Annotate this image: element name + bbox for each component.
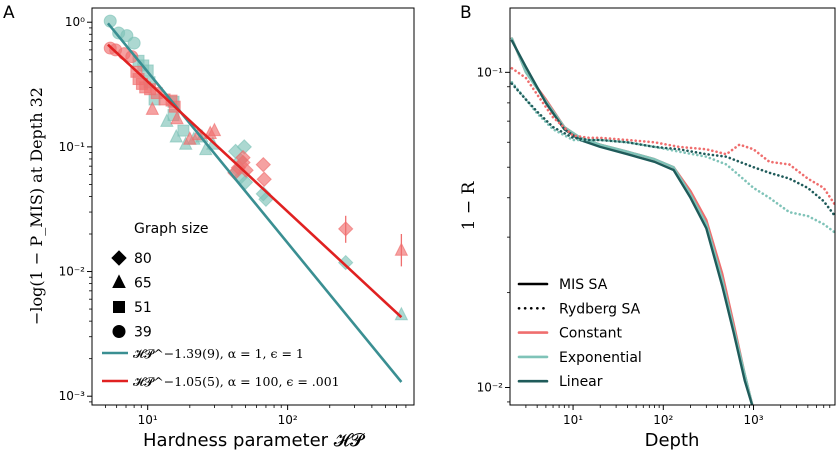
- size-legend-label: 51: [134, 300, 152, 316]
- size-legend-label: 39: [134, 325, 152, 341]
- y-tick-label: 10⁻²: [59, 265, 86, 279]
- data-point-triangle: [394, 242, 409, 256]
- panel-b-plot-area: [510, 37, 835, 405]
- legend-label: Rydberg SA: [559, 301, 641, 317]
- fit-legend-label: 𝓗𝓟^−1.39(9), α = 1, ϵ = 1: [133, 346, 304, 361]
- size-legend-label: 65: [134, 276, 152, 292]
- panel-a-ylabel: −log(1 − P_MIS) at Depth 32: [27, 87, 46, 325]
- panel-b-legend: MIS SA Rydberg SA Constant Exponential Linea…: [517, 277, 642, 390]
- series-line: [510, 82, 835, 218]
- x-tick-label: 10²: [653, 413, 673, 427]
- legend-label: MIS SA: [559, 277, 608, 293]
- data-point-diamond: [235, 149, 251, 166]
- data-point-triangle: [169, 128, 184, 143]
- series-line: [510, 81, 835, 234]
- fit-legend-label: 𝓗𝓟^−1.05(5), α = 100, ϵ = .001: [133, 374, 340, 389]
- data-point-triangle: [207, 122, 222, 137]
- y-tick-label: 10⁻³: [59, 389, 86, 403]
- x-tick-label: 10²: [278, 413, 298, 427]
- y-tick-label: 10⁻²: [477, 381, 504, 395]
- panel-b-xlabel: Depth: [645, 430, 700, 451]
- y-tick-label: 10⁻¹: [477, 65, 504, 79]
- series-line: [510, 67, 835, 207]
- data-point-circle: [112, 325, 126, 338]
- panel-b-label: B: [460, 3, 472, 23]
- fit-line: [107, 43, 403, 319]
- legend-title: Graph size: [134, 221, 209, 237]
- panel-a-ticks: 10¹ 10² 10⁰ 10⁻¹ 10⁻² 10⁻³: [59, 15, 407, 427]
- data-point-diamond: [337, 221, 354, 237]
- data-point-triangle: [170, 110, 184, 125]
- data-point-diamond: [256, 171, 272, 187]
- data-point-diamond: [111, 250, 127, 266]
- fit-legend: 𝓗𝓟^−1.39(9), α = 1, ϵ = 1 𝓗𝓟^−1.05(5), α …: [102, 346, 340, 389]
- legend-label: Exponential: [559, 350, 642, 366]
- panel-a: A 10¹ 10² 10⁰ 10⁻¹ 10⁻² 10⁻³ Hardness paramet…: [3, 3, 415, 451]
- panel-b: B 10¹ 10² 10³ 10⁻¹ 10⁻² Depth 1 − R MIS SA Ry…: [459, 3, 836, 451]
- fit-line: [106, 22, 403, 383]
- panel-b-frame: [509, 7, 836, 406]
- data-point-triangle: [112, 274, 126, 288]
- panel-b-ylabel: 1 − R: [459, 180, 479, 230]
- x-tick-label: 10¹: [138, 413, 158, 427]
- legend-label: Constant: [559, 326, 622, 342]
- data-point-triangle: [160, 113, 174, 127]
- data-point-diamond: [255, 156, 271, 173]
- y-tick-label: 10⁻¹: [59, 140, 86, 154]
- data-point-circle: [127, 36, 141, 50]
- x-tick-label: 10¹: [563, 413, 583, 427]
- legend-label: Linear: [559, 374, 603, 390]
- data-point-triangle: [145, 101, 160, 115]
- panel-b-ticks: 10¹ 10² 10³ 10⁻¹ 10⁻²: [477, 65, 831, 427]
- size-legend: 80 65 51 39: [111, 250, 152, 341]
- x-tick-label: 10³: [743, 413, 763, 427]
- panel-a-frame: [91, 7, 415, 406]
- size-legend-label: 80: [134, 251, 152, 267]
- data-point-square: [150, 87, 163, 100]
- data-point-square: [113, 301, 125, 313]
- series-line: [510, 39, 754, 405]
- panel-a-xlabel: Hardness parameter 𝓗𝓟: [143, 430, 366, 451]
- panel-b-series-group: [510, 37, 835, 405]
- panel-a-label: A: [3, 3, 15, 23]
- data-point-square: [177, 124, 190, 137]
- panel-a-plot-area: [103, 14, 409, 383]
- y-tick-label: 10⁰: [65, 15, 85, 29]
- panel-a-legend: Graph size 80 65 51 39 𝓗𝓟^−1.39(9), α = 1, …: [102, 221, 340, 389]
